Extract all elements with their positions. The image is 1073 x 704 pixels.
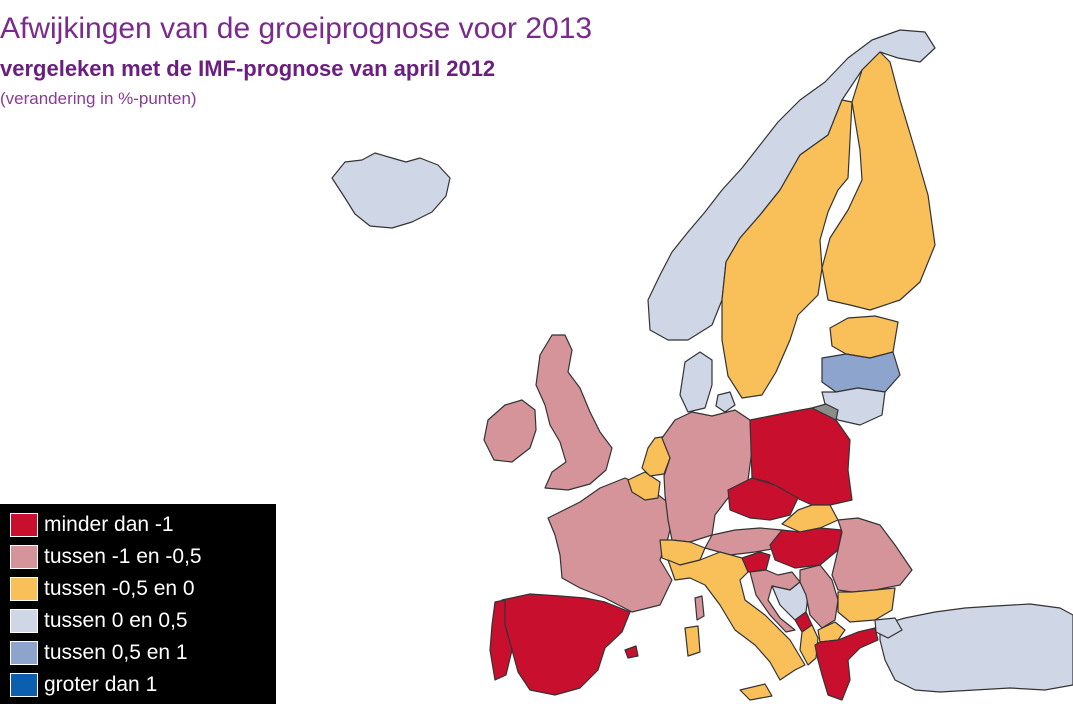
region-croatia (749, 569, 801, 633)
region-turkey-thrace (874, 617, 903, 639)
legend-label: tussen 0 en 0,5 (44, 609, 188, 632)
region-spain (501, 593, 631, 696)
legend-item: groter dan 1 (0, 670, 276, 700)
region-finland (821, 51, 936, 311)
region-turkey (879, 603, 1073, 693)
region-hungary (769, 527, 843, 569)
legend: minder dan -1 tussen -1 en -0,5 tussen -… (0, 504, 276, 704)
region-bosnia (771, 581, 809, 621)
region-portugal (489, 599, 513, 681)
legend-label: groter dan 1 (44, 673, 158, 696)
region-iceland (331, 152, 451, 229)
region-czech (727, 477, 799, 521)
legend-swatch (10, 513, 38, 537)
region-greece (814, 627, 879, 701)
region-romania (831, 517, 913, 593)
region-sweden (721, 99, 853, 399)
legend-item: tussen -1 en -0,5 (0, 542, 276, 572)
region-italy (667, 551, 806, 681)
legend-swatch (10, 673, 38, 697)
region-sicily (739, 683, 773, 701)
region-albania (799, 624, 819, 666)
region-bulgaria (837, 587, 896, 623)
legend-item: minder dan -1 (0, 510, 276, 540)
region-austria (704, 527, 783, 556)
region-estonia (829, 315, 899, 359)
legend-label: minder dan -1 (44, 513, 174, 536)
legend-label: tussen -1 en -0,5 (44, 545, 202, 568)
region-poland (749, 407, 853, 506)
region-sardinia (684, 625, 701, 657)
region-denmark (679, 351, 713, 413)
region-serbia (799, 564, 839, 629)
region-ireland (483, 399, 537, 463)
region-latvia (821, 351, 901, 393)
legend-label: tussen 0,5 en 1 (44, 641, 188, 664)
legend-swatch (10, 641, 38, 665)
region-corsica (694, 595, 705, 621)
legend-item: tussen 0,5 en 1 (0, 638, 276, 668)
map-subtitle: vergeleken met de IMF-prognose van april… (0, 56, 496, 81)
legend-swatch (10, 609, 38, 633)
legend-item: tussen -0,5 en 0 (0, 574, 276, 604)
region-denmark-islands (715, 391, 736, 413)
region-belgium (627, 471, 661, 501)
region-macedonia (817, 621, 846, 643)
legend-swatch (10, 577, 38, 601)
legend-label: tussen -0,5 en 0 (44, 577, 195, 600)
map-title: Afwijkingen van de groeiprognose voor 20… (0, 12, 593, 45)
map-unit-note: (verandering in %-punten) (0, 89, 197, 108)
region-switzerland (659, 539, 706, 566)
region-uk (535, 334, 613, 491)
legend-item: tussen 0 en 0,5 (0, 606, 276, 636)
region-balearic (624, 645, 639, 659)
region-germany (661, 409, 753, 543)
region-france (547, 477, 676, 613)
legend-swatch (10, 545, 38, 569)
